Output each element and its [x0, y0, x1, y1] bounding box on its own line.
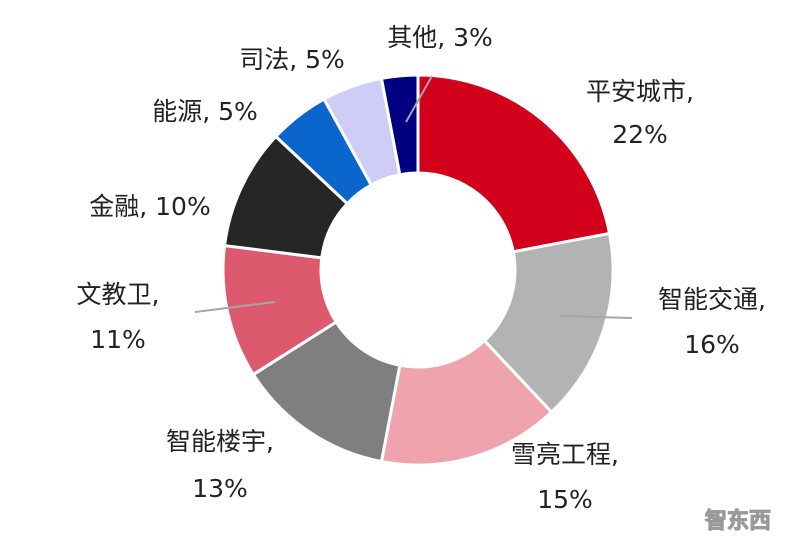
slice-percent-0: 22%	[612, 120, 668, 149]
leader-line-4	[194, 301, 276, 313]
slice-8	[379, 73, 420, 177]
slice-name-1: 智能交通,	[658, 285, 766, 314]
leader-line-1	[559, 315, 633, 319]
data-label-6: 能源, 5%	[152, 97, 258, 126]
slice-name: 司法,	[239, 45, 305, 74]
slice-percent-3: 13%	[192, 474, 248, 503]
slice-name-3: 智能楼宇,	[166, 427, 274, 456]
data-label-7: 司法, 5%	[239, 45, 345, 74]
slice-name: 能源,	[152, 97, 218, 126]
data-label-8: 其他, 3%	[387, 23, 493, 52]
slice-0	[416, 73, 612, 254]
slice-percent: 10%	[155, 192, 211, 221]
slice-name: 金融,	[89, 192, 155, 221]
slice-name-2: 雪亮工程,	[511, 440, 619, 469]
leader-line-8	[405, 75, 433, 123]
watermark-logo: 智东西	[705, 508, 771, 534]
slice-percent: 3%	[453, 23, 493, 52]
slice-percent-2: 15%	[537, 485, 593, 514]
slice-1	[482, 231, 615, 415]
slice-percent: 5%	[305, 45, 345, 74]
data-label-5: 金融, 10%	[89, 192, 210, 221]
slice-name: 其他,	[387, 23, 453, 52]
slice-name-4: 文教卫,	[77, 280, 160, 309]
slice-percent-4: 11%	[90, 325, 146, 354]
slice-percent-1: 16%	[684, 330, 740, 359]
slice-percent: 5%	[218, 97, 258, 126]
slice-name-0: 平安城市,	[586, 77, 694, 106]
